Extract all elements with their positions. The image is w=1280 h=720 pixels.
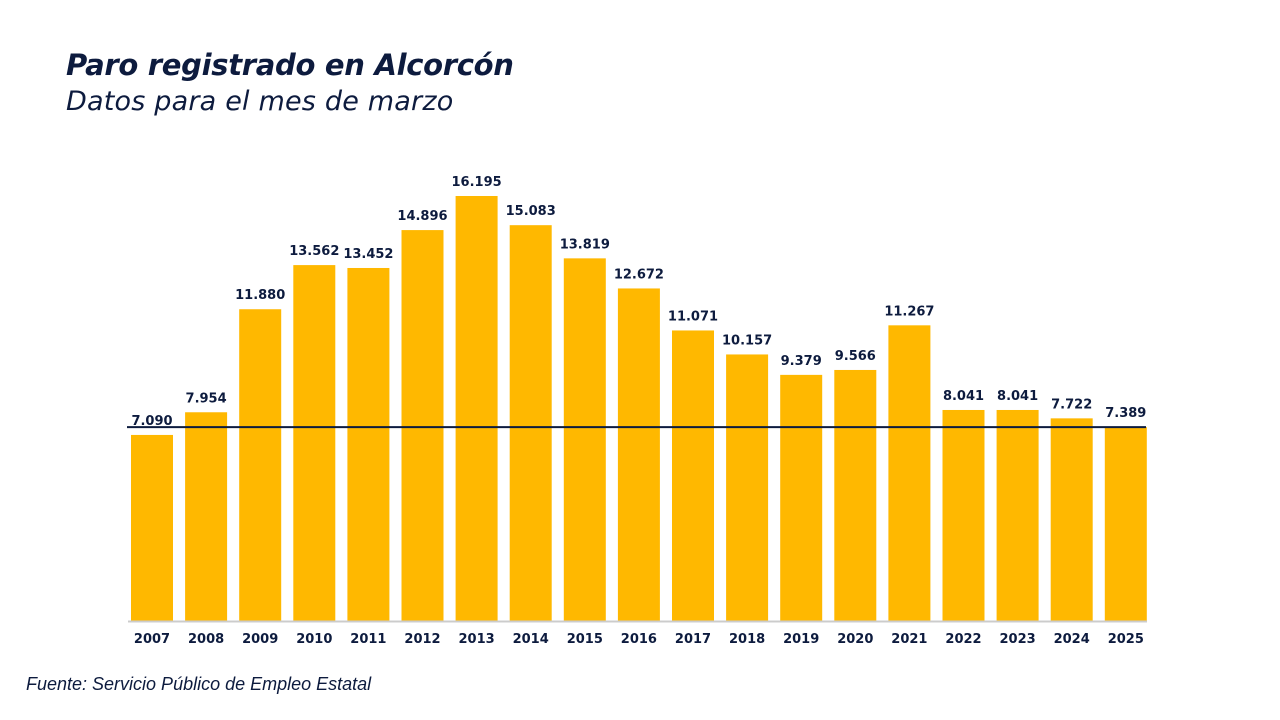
bar-2020 xyxy=(834,369,877,621)
x-tick-2013: 2013 xyxy=(459,632,495,647)
bar-2007 xyxy=(131,434,173,621)
x-tick-2024: 2024 xyxy=(1054,632,1090,647)
bar-2017 xyxy=(672,330,714,621)
x-tick-2015: 2015 xyxy=(567,632,603,647)
data-label-2008: 7.954 xyxy=(186,391,227,406)
chart-title: Paro registrado en Alcorcón xyxy=(66,48,514,82)
bar-2018 xyxy=(726,354,769,621)
x-tick-2012: 2012 xyxy=(404,632,440,647)
bar-2022 xyxy=(942,409,985,621)
x-tick-2021: 2021 xyxy=(891,632,927,647)
bar-2014 xyxy=(509,225,552,622)
bar-2008 xyxy=(185,412,228,621)
bar-2019 xyxy=(780,374,823,621)
source-note: Fuente: Servicio Público de Empleo Estat… xyxy=(26,674,372,694)
x-tick-2023: 2023 xyxy=(1000,632,1036,647)
bar-2013 xyxy=(455,196,498,621)
x-tick-2020: 2020 xyxy=(837,632,873,647)
data-label-2018: 10.157 xyxy=(722,333,772,348)
data-label-2023: 8.041 xyxy=(997,389,1038,404)
x-tick-2019: 2019 xyxy=(783,632,819,647)
x-tick-2018: 2018 xyxy=(729,632,765,647)
data-label-2013: 16.195 xyxy=(452,175,502,190)
data-label-2022: 8.041 xyxy=(943,389,984,404)
x-tick-2011: 2011 xyxy=(350,632,386,647)
bar-2015 xyxy=(563,258,606,621)
data-label-2014: 15.083 xyxy=(506,204,556,219)
data-label-2012: 14.896 xyxy=(397,209,447,224)
x-tick-2010: 2010 xyxy=(296,632,332,647)
bar-2012 xyxy=(401,230,444,621)
bar-2009 xyxy=(239,309,282,621)
x-tick-2014: 2014 xyxy=(513,632,549,647)
bar-2021 xyxy=(888,325,931,621)
x-tick-2017: 2017 xyxy=(675,632,711,647)
bar-2024 xyxy=(1050,418,1093,621)
data-label-2009: 11.880 xyxy=(235,288,285,303)
bar-2010 xyxy=(293,265,336,621)
x-tick-2022: 2022 xyxy=(945,632,981,647)
bar-2023 xyxy=(996,409,1039,621)
data-label-2011: 13.452 xyxy=(343,247,393,262)
x-tick-2007: 2007 xyxy=(134,632,170,647)
bar-2016 xyxy=(617,288,660,621)
chart-subtitle: Datos para el mes de marzo xyxy=(66,86,454,117)
data-label-2010: 13.562 xyxy=(289,244,339,259)
x-tick-2025: 2025 xyxy=(1108,632,1144,647)
data-label-2016: 12.672 xyxy=(614,267,664,282)
data-label-2007: 7.090 xyxy=(131,414,172,429)
bar-2011 xyxy=(347,267,390,621)
x-tick-2009: 2009 xyxy=(242,632,278,647)
bar-2025 xyxy=(1104,427,1147,621)
data-label-2025: 7.389 xyxy=(1105,406,1146,421)
data-label-2019: 9.379 xyxy=(781,354,822,369)
data-label-2024: 7.722 xyxy=(1051,397,1092,412)
data-label-2021: 11.267 xyxy=(884,304,934,319)
data-label-2017: 11.071 xyxy=(668,309,718,324)
data-label-2020: 9.566 xyxy=(835,349,876,364)
x-tick-2016: 2016 xyxy=(621,632,657,647)
data-label-2015: 13.819 xyxy=(560,237,610,252)
x-tick-2008: 2008 xyxy=(188,632,224,647)
